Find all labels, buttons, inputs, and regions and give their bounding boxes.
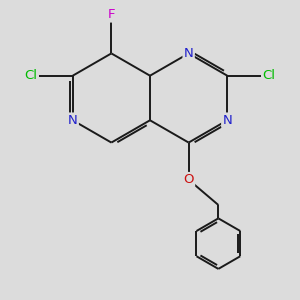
Text: F: F — [108, 8, 115, 21]
Text: Cl: Cl — [25, 69, 38, 82]
Text: N: N — [222, 114, 232, 127]
Text: Cl: Cl — [262, 69, 275, 82]
Text: O: O — [183, 173, 194, 186]
Text: N: N — [68, 114, 78, 127]
Text: N: N — [184, 47, 194, 60]
